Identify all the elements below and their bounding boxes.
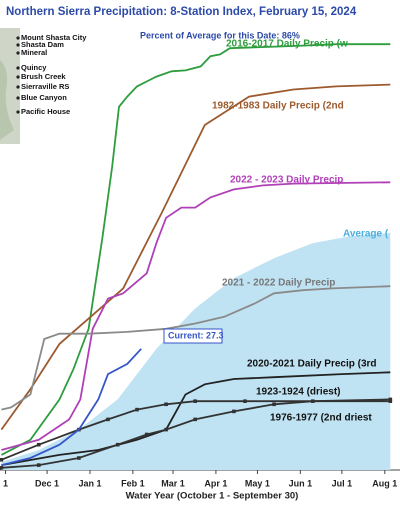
- series-marker: [36, 442, 41, 447]
- series-label: Average (: [343, 229, 389, 240]
- series-marker: [0, 465, 4, 470]
- x-tick-label: Apr 1: [204, 478, 227, 488]
- x-tick-label: Jul 1: [332, 478, 353, 488]
- station-label: Shasta Dam: [21, 40, 64, 49]
- series-marker: [115, 442, 120, 447]
- station-label: Sierraville RS: [21, 82, 69, 91]
- series-label: 2022 - 2023 Daily Precip: [230, 175, 343, 186]
- series-label: 1982-1983 Daily Precip (2nd: [212, 101, 344, 112]
- station-dot: [16, 66, 20, 70]
- x-tick-label: Jun 1: [289, 478, 313, 488]
- series-marker: [164, 402, 168, 407]
- series-line: [1, 371, 391, 466]
- series-marker: [311, 399, 315, 403]
- series-marker: [232, 409, 236, 414]
- x-tick-label: Mar 1: [161, 478, 185, 488]
- series-line: [1, 348, 142, 466]
- series-line: [1, 181, 391, 451]
- series-marker: [388, 397, 393, 402]
- series-label: 1923-1924 (driest): [256, 387, 341, 398]
- series-line: [0, 43, 391, 456]
- series-label: Current: 27.3: [168, 330, 224, 340]
- series-label: 1976-1977 (2nd driest: [270, 413, 372, 424]
- series-line: [0, 83, 391, 431]
- x-tick-label: Jan 1: [78, 478, 101, 488]
- station-label: Mount Shasta City: [21, 33, 87, 42]
- station-label: Mineral: [21, 48, 47, 57]
- label-box: [163, 328, 223, 344]
- x-tick-label: 1: [3, 478, 8, 488]
- series-marker: [77, 456, 81, 460]
- station-dot: [16, 51, 20, 55]
- series-label: 2021 - 2022 Daily Precip: [222, 278, 335, 289]
- series-marker: [164, 427, 168, 432]
- series-marker: [193, 399, 197, 403]
- x-tick-label: Dec 1: [35, 478, 59, 488]
- average-area: [1, 232, 391, 470]
- x-axis-title: Water Year (October 1 - September 30): [126, 491, 299, 502]
- x-tick-label: Feb 1: [121, 478, 145, 488]
- chart-subtitle: Percent of Average for this Date: 86%: [140, 30, 300, 40]
- station-label: Quincy: [21, 63, 47, 72]
- map-terrain: [0, 60, 14, 140]
- x-tick-label: Aug 1: [372, 478, 397, 488]
- chart-title: Northern Sierra Precipitation: 8-Station…: [6, 6, 357, 18]
- x-tick-label: May 1: [245, 478, 270, 488]
- series-marker: [243, 399, 247, 403]
- station-dot: [16, 96, 20, 100]
- station-dot: [16, 110, 20, 114]
- series-label: 2020-2021 Daily Precip (3rd: [247, 359, 377, 370]
- station-dot: [16, 43, 20, 47]
- station-dot: [16, 75, 20, 79]
- series-label: 2016-2017 Daily Precip (w: [226, 39, 348, 50]
- series-marker: [144, 432, 149, 437]
- station-dot: [16, 36, 20, 40]
- station-label: Blue Canyon: [21, 93, 67, 102]
- station-label: Brush Creek: [21, 72, 66, 81]
- series-marker: [0, 457, 4, 462]
- station-dot: [16, 85, 20, 89]
- series-marker: [135, 407, 139, 412]
- series-marker: [36, 463, 41, 467]
- series-marker: [193, 417, 197, 422]
- station-label: Pacific House: [21, 107, 70, 116]
- series-marker: [272, 402, 276, 407]
- series-marker: [106, 417, 110, 422]
